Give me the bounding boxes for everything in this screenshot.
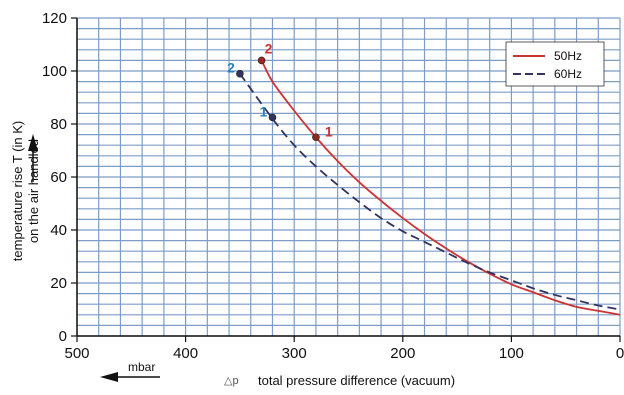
x-tick-label: 100 (499, 345, 524, 362)
x-tick-label: 500 (64, 345, 89, 362)
y-tick-label: 0 (59, 328, 67, 345)
x-axis-arrow (100, 372, 160, 382)
legend-label: 50Hz (554, 49, 582, 63)
y-axis-label-line1: temperature rise T (in K) (10, 121, 25, 261)
y-axis-arrow (28, 134, 38, 182)
tick-labels: 500 400 300 200 100 0 0 20 40 60 80 100 120 (42, 10, 624, 362)
marker-point (236, 69, 244, 78)
markers: 2 1 2 1 (227, 40, 333, 142)
x-axis-unit: mbar (128, 360, 155, 374)
y-axis-label-line2: on the air handled (26, 139, 41, 243)
marker-label: 1 (260, 103, 268, 119)
marker-point (268, 113, 277, 122)
y-tick-label: 100 (42, 63, 67, 80)
x-tick-label: 200 (390, 345, 415, 362)
marker-label: 2 (265, 40, 273, 56)
y-tick-label: 20 (50, 275, 67, 292)
x-tick-label: 400 (173, 345, 198, 362)
legend-box (505, 41, 605, 87)
x-tick-label: 300 (282, 345, 307, 362)
x-axis-label: total pressure difference (vacuum) (258, 373, 455, 388)
y-tick-label: 120 (42, 10, 67, 27)
series-line-60hz (239, 73, 621, 311)
y-tick-label: 40 (50, 222, 67, 239)
legend: 50Hz 60Hz (505, 41, 605, 87)
marker-point (312, 133, 320, 142)
axes (71, 17, 621, 342)
y-tick-label: 60 (50, 169, 67, 186)
marker-point (257, 56, 266, 65)
x-tick-label: 0 (616, 345, 624, 362)
x-axis-label-prefix: △p (224, 375, 239, 387)
marker-label: 1 (325, 123, 333, 139)
legend-label: 60Hz (554, 67, 582, 81)
marker-label: 2 (227, 60, 235, 76)
y-tick-label: 80 (50, 116, 67, 133)
